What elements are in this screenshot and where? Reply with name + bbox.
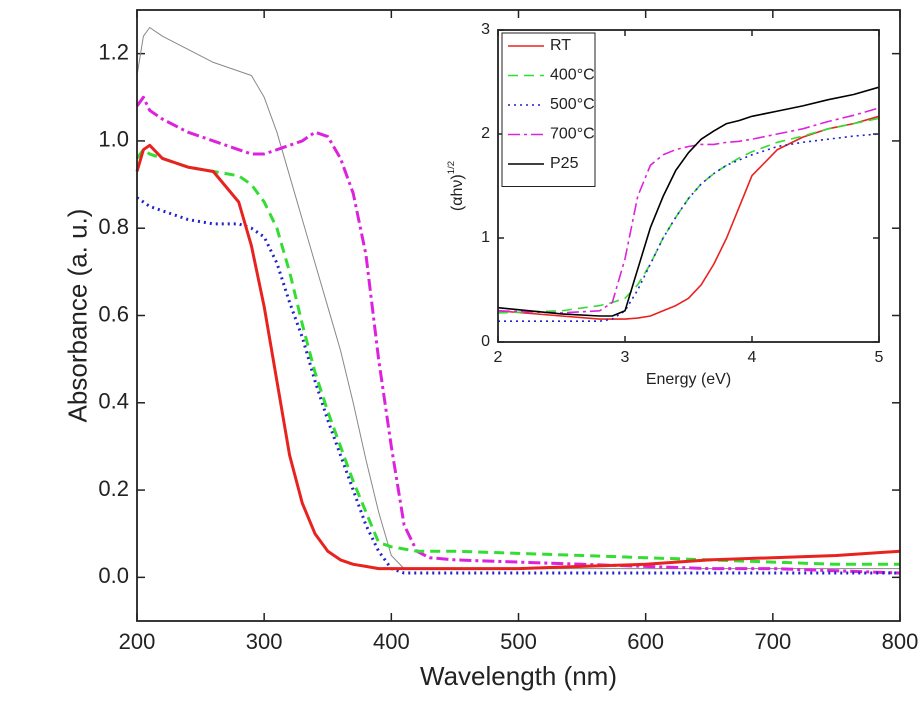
legend-label: 500°C [550, 96, 595, 113]
data-line [497, 117, 880, 314]
plot-frame [497, 29, 880, 343]
x-tick-label: 2 [494, 349, 503, 366]
legend-label: P25 [550, 155, 579, 172]
y-tick-label: 0.0 [98, 563, 129, 588]
x-tick-label: 800 [882, 629, 919, 654]
x-tick-label: 600 [627, 629, 664, 654]
legend-box [501, 32, 596, 187]
plot-frame [136, 9, 901, 622]
y-axis-label: (αhν)1/2 [445, 161, 466, 211]
y-tick-label: 1 [481, 229, 490, 246]
x-tick-label: 300 [246, 629, 283, 654]
x-axis-label: Energy (eV) [646, 371, 731, 388]
y-tick-label: 1.2 [98, 39, 129, 64]
x-tick-label: 3 [621, 349, 630, 366]
y-tick-label: 1.0 [98, 127, 129, 152]
x-tick-label: 4 [748, 349, 757, 366]
x-tick-label: 500 [500, 629, 537, 654]
y-tick-label: 0.2 [98, 476, 129, 501]
y-tick-label: 0.6 [98, 301, 129, 326]
data-line [136, 27, 900, 570]
x-tick-label: 200 [119, 629, 156, 654]
y-tick-label: 0 [481, 333, 490, 350]
y-axis-label-text: Absorbance (a. u.) [62, 209, 92, 423]
legend-label: 700°C [550, 126, 595, 143]
data-line [497, 86, 880, 317]
legend-label: 400°C [550, 67, 595, 84]
x-tick-label: 400 [373, 629, 410, 654]
x-tick-label: 5 [875, 349, 884, 366]
y-axis-label: Absorbance (a. u.) [62, 209, 92, 423]
x-axis-label: Wavelength (nm) [420, 661, 617, 691]
y-tick-label: 0.4 [98, 389, 129, 414]
y-axis-label-superscript: 1/2 [445, 161, 456, 174]
data-line [136, 196, 900, 575]
data-line [497, 115, 880, 320]
data-line [498, 133, 880, 322]
y-tick-label: 0.8 [98, 214, 129, 239]
x-tick-label: 700 [754, 629, 791, 654]
legend-label: RT [550, 37, 571, 54]
y-tick-label: 3 [481, 21, 490, 38]
y-tick-label: 2 [481, 125, 490, 142]
y-axis-label-text: (αhν) [449, 174, 466, 211]
data-line [135, 143, 901, 571]
